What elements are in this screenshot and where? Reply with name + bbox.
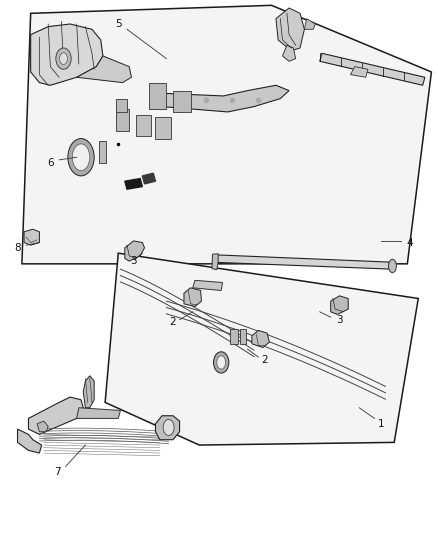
- Polygon shape: [77, 56, 131, 83]
- Bar: [136, 115, 151, 136]
- Bar: [240, 329, 246, 344]
- Polygon shape: [252, 330, 269, 348]
- Text: 3: 3: [336, 315, 343, 325]
- Polygon shape: [125, 241, 145, 261]
- Polygon shape: [37, 421, 48, 432]
- Bar: [149, 83, 166, 109]
- Bar: [116, 99, 127, 112]
- Bar: [230, 329, 238, 344]
- Polygon shape: [320, 53, 425, 85]
- Text: 2: 2: [261, 355, 268, 365]
- Ellipse shape: [72, 144, 90, 171]
- Polygon shape: [276, 8, 304, 51]
- Polygon shape: [331, 296, 348, 314]
- Bar: [99, 141, 106, 163]
- Text: 8: 8: [14, 243, 21, 253]
- Polygon shape: [22, 5, 431, 264]
- Polygon shape: [105, 253, 418, 445]
- Ellipse shape: [60, 53, 67, 64]
- Ellipse shape: [217, 356, 226, 369]
- Polygon shape: [212, 255, 393, 269]
- Ellipse shape: [68, 139, 94, 176]
- Text: 3: 3: [130, 256, 137, 266]
- Polygon shape: [83, 376, 94, 408]
- Polygon shape: [350, 67, 368, 77]
- Bar: [173, 91, 191, 112]
- Text: 7: 7: [53, 467, 60, 477]
- Text: 5: 5: [115, 19, 122, 29]
- Text: 4: 4: [406, 238, 413, 247]
- Text: 2: 2: [170, 318, 177, 327]
- Polygon shape: [184, 288, 201, 306]
- Polygon shape: [162, 85, 289, 112]
- Ellipse shape: [213, 352, 229, 373]
- Bar: [155, 117, 171, 139]
- Text: 1: 1: [378, 419, 385, 429]
- Polygon shape: [155, 416, 180, 440]
- Polygon shape: [142, 173, 155, 184]
- Polygon shape: [77, 408, 120, 418]
- Polygon shape: [31, 24, 103, 85]
- Polygon shape: [125, 179, 142, 189]
- Ellipse shape: [389, 259, 396, 273]
- Polygon shape: [283, 45, 296, 61]
- Polygon shape: [193, 280, 223, 290]
- Polygon shape: [304, 19, 315, 29]
- Polygon shape: [24, 229, 39, 245]
- Polygon shape: [18, 429, 42, 453]
- Text: 6: 6: [47, 158, 54, 167]
- Bar: [116, 109, 129, 131]
- Polygon shape: [28, 397, 83, 434]
- Polygon shape: [212, 254, 218, 270]
- Ellipse shape: [56, 48, 71, 69]
- Ellipse shape: [163, 419, 174, 435]
